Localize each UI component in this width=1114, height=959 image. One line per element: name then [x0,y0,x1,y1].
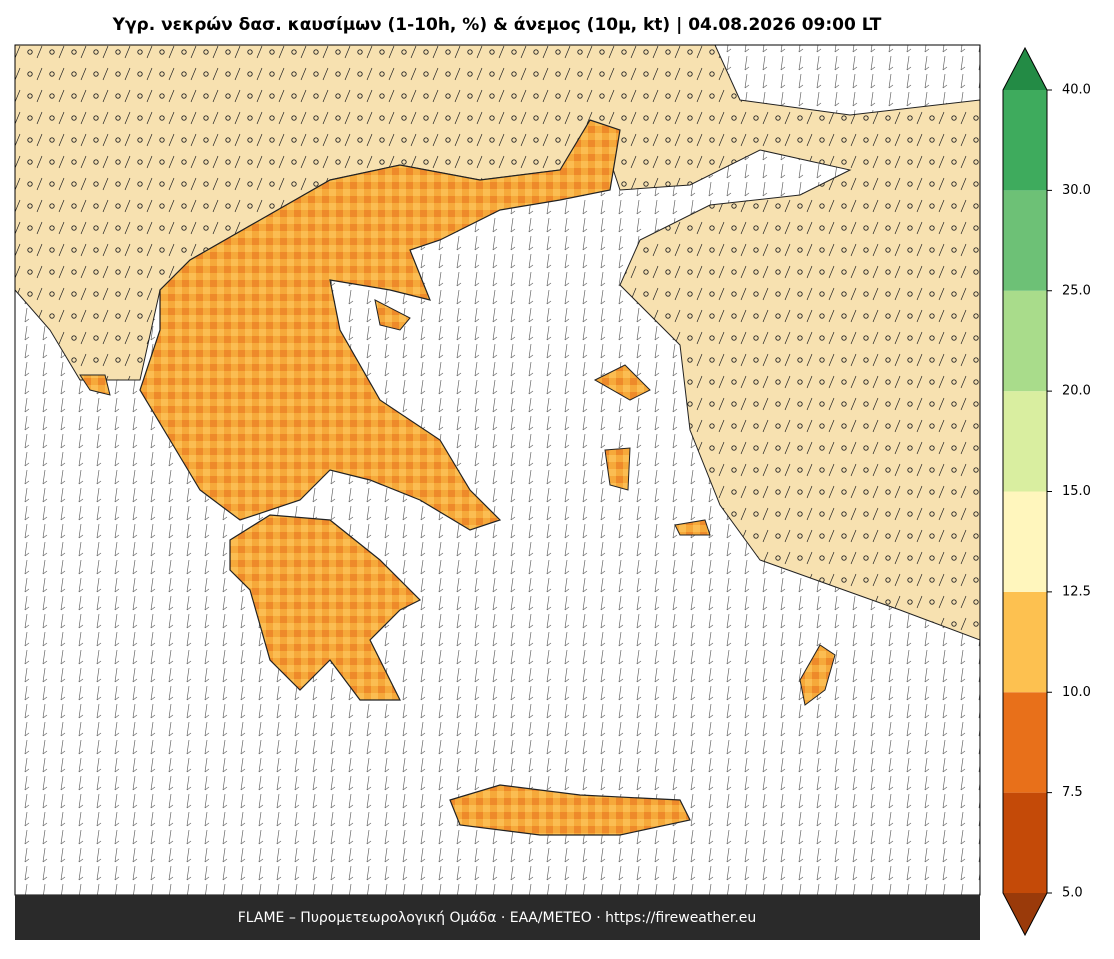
lesvos [593,364,651,401]
colorbar-segment [1003,391,1047,492]
colorbar-tick-label: 20.0 [1062,384,1091,399]
colorbar-tick-label: 5.0 [1062,886,1083,901]
colorbar-tick-label: 25.0 [1062,283,1091,298]
colorbar-tick-label: 30.0 [1062,183,1091,198]
thasos [374,299,411,331]
colorbar: 5.0 7.5 10.0 12.5 15.0 20.0 25.0 30.0 40.0 [1002,46,1091,937]
map [15,45,980,895]
greece-mainland [139,119,621,531]
colorbar-segment [1003,190,1047,291]
colorbar-tick-label: 10.0 [1062,685,1091,700]
corfu [79,374,111,396]
colorbar-segment [1003,290,1047,392]
colorbar-segment [1003,792,1047,893]
colorbar-segment [1003,591,1047,693]
samos [674,519,711,536]
colorbar-extend-low [1003,893,1047,935]
map-title: Υγρ. νεκρών δασ. καυσίμων (1-10h, %) & ά… [112,15,882,35]
colorbar-tick-label: 40.0 [1062,83,1091,98]
colorbar-tick-label: 12.5 [1062,584,1091,599]
wind-barbs-land [15,45,980,640]
colorbar-segment [1003,692,1047,793]
crete [449,784,691,836]
footer-bar [15,895,980,940]
colorbar-segment [1003,491,1047,592]
peloponnese [229,514,422,701]
chios [604,447,631,491]
colorbar-extend-high [1003,48,1047,90]
colorbar-tick-label: 7.5 [1062,785,1083,800]
footer-text: FLAME – Πυρομετεωρολογική Ομάδα · ΕΑΑ/ME… [238,910,757,926]
rhodes [799,644,836,706]
colorbar-tick-label: 15.0 [1062,484,1091,499]
colorbar-segment [1003,90,1047,191]
